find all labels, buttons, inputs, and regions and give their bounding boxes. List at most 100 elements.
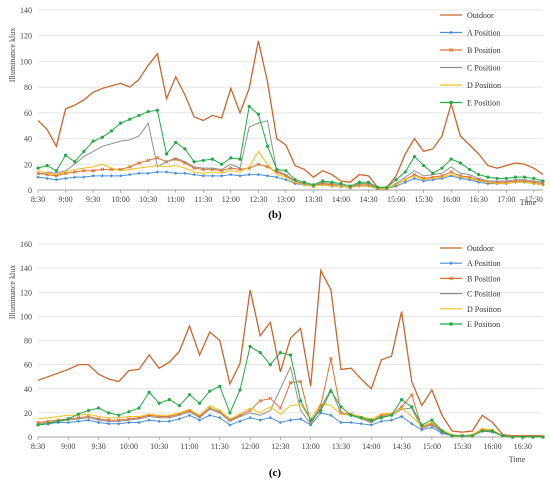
data-point-a-position <box>117 422 121 426</box>
legend-label-a-position: A Position <box>467 29 501 38</box>
x-tick-label: 11:00 <box>167 195 185 204</box>
data-point-a-position <box>412 176 417 181</box>
legend-label-e-position: E Position <box>467 320 500 329</box>
data-point-a-position <box>284 178 288 182</box>
data-point-b-position <box>256 162 261 167</box>
legend-label-b-position: B Position <box>467 274 501 283</box>
data-point-a-position <box>137 171 141 175</box>
data-point-a-position <box>389 418 394 422</box>
x-tick-label: 10:00 <box>120 442 138 451</box>
data-point-e-position <box>532 176 536 181</box>
x-tick-label: 9:00 <box>58 195 72 204</box>
data-point-a-position <box>275 175 279 179</box>
data-point-a-position <box>210 174 215 178</box>
data-point-e-position <box>440 429 444 433</box>
chart-b: 0 20 40 60 80 100 120 140 8:30 9:00 9:30 10:00 10:30… <box>8 6 545 221</box>
data-point-e-position <box>410 405 414 409</box>
data-point-a-position <box>155 170 160 174</box>
data-point-e-position <box>440 166 444 170</box>
data-point-e-position <box>379 416 383 420</box>
series-line-e-position <box>37 105 544 188</box>
data-point-e-position <box>450 434 454 438</box>
data-point-a-position <box>192 172 196 177</box>
data-point-e-position <box>486 175 490 179</box>
data-point-e-position <box>155 108 159 112</box>
data-point-e-position <box>339 405 343 409</box>
x-tick-label: 13:30 <box>332 442 350 451</box>
data-point-e-position <box>56 419 60 423</box>
data-point-e-position <box>258 350 262 355</box>
legend-label-outdoor: Outdoor <box>467 244 494 253</box>
data-point-e-position <box>117 413 121 417</box>
data-point-e-position <box>275 167 279 172</box>
data-point-e-position <box>36 166 40 170</box>
legend-label-outdoor: Outdoor <box>467 11 494 20</box>
data-point-a-position <box>268 416 272 420</box>
data-point-e-position <box>86 408 91 413</box>
data-point-e-position <box>495 176 499 181</box>
data-point-e-position <box>247 104 251 109</box>
data-point-e-position <box>348 184 352 188</box>
data-point-e-position <box>349 413 353 417</box>
x-tick-label: 16:00 <box>442 195 460 204</box>
data-point-a-position <box>258 418 262 422</box>
x-tick-label: 9:30 <box>86 195 100 204</box>
data-point-e-position <box>76 412 80 416</box>
data-point-a-position <box>147 418 151 422</box>
data-point-a-position <box>430 425 434 430</box>
data-point-b-position <box>412 172 417 177</box>
data-point-a-position <box>309 423 313 427</box>
data-point-e-position <box>431 171 435 175</box>
data-point-e-position <box>109 129 114 133</box>
data-point-e-position <box>278 350 282 355</box>
y-tick-label: 20 <box>24 409 32 418</box>
x-tick-label: 15:30 <box>453 442 471 451</box>
y-axis-label: Illuminance klux <box>8 265 17 319</box>
data-point-b-position <box>127 165 132 169</box>
data-point-e-position <box>299 399 303 403</box>
data-point-a-position <box>421 179 426 183</box>
data-point-a-position <box>228 423 232 427</box>
data-point-a-position <box>109 174 114 178</box>
data-point-a-position <box>410 422 414 426</box>
data-point-a-position <box>100 174 104 178</box>
data-point-e-position <box>389 413 394 417</box>
data-point-a-position <box>403 180 407 184</box>
data-point-e-position <box>385 185 389 190</box>
data-point-a-position <box>107 422 111 426</box>
data-point-e-position <box>229 156 233 160</box>
data-point-e-position <box>288 353 293 357</box>
data-point-a-position <box>197 418 202 422</box>
data-point-a-position <box>379 419 384 424</box>
data-point-b-position <box>288 380 293 385</box>
data-point-e-position <box>164 152 169 156</box>
legend-label-d-position: D Position <box>467 305 501 314</box>
data-point-e-position <box>369 418 373 422</box>
x-tick-label: 11:00 <box>181 442 199 451</box>
y-tick-label: 80 <box>24 337 32 346</box>
series-line-outdoor <box>37 268 543 437</box>
data-point-e-position <box>174 140 178 145</box>
data-point-e-position <box>177 404 181 408</box>
y-tick-label: 0 <box>28 433 32 442</box>
legend-label-b-position: B Position <box>467 46 501 55</box>
data-point-a-position <box>54 178 59 182</box>
data-point-e-position <box>248 344 252 349</box>
data-point-e-position <box>309 418 313 422</box>
data-point-a-position <box>174 171 178 175</box>
data-point-e-position <box>167 398 171 402</box>
x-tick-label: 12:30 <box>271 442 289 451</box>
data-point-a-position <box>219 174 224 178</box>
data-point-e-position <box>228 411 232 415</box>
series-line-c-position <box>37 119 544 190</box>
y-tick-label: 0 <box>28 186 32 195</box>
data-point-e-position <box>541 179 545 183</box>
legend-marker <box>449 48 453 52</box>
data-point-e-position <box>541 435 545 439</box>
y-tick-label: 60 <box>24 109 32 118</box>
x-tick-label: 17:30 <box>525 195 543 204</box>
data-point-e-position <box>470 434 474 438</box>
data-point-a-position <box>359 422 363 426</box>
x-tick-label: 10:30 <box>150 442 168 451</box>
